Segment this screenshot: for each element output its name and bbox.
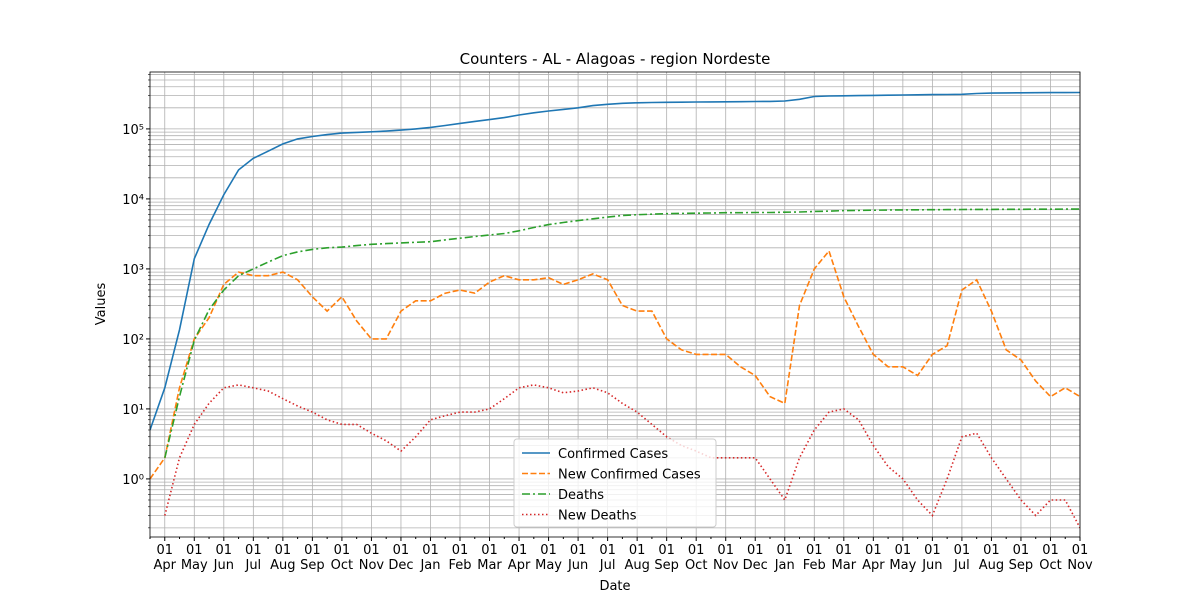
x-tick-label: 01 Oct: [1039, 543, 1062, 573]
series-line: [150, 249, 1080, 480]
series-line: [164, 384, 1080, 529]
x-tick-label: 01 Jun: [922, 543, 943, 573]
y-tick-label: 10³: [122, 263, 144, 278]
plot-frame: [149, 71, 1081, 538]
series-line: [164, 208, 1080, 458]
x-axis-label: Date: [599, 579, 630, 594]
legend-label: New Deaths: [558, 509, 637, 524]
legend-label: Confirmed Cases: [558, 447, 668, 462]
x-tick-label: 01 Feb: [448, 543, 472, 573]
x-tick-label: 01 Jul: [599, 543, 616, 573]
x-tick-label: 01 May: [889, 543, 917, 573]
x-tick-label: 01 Nov: [1067, 543, 1093, 573]
legend-label: Deaths: [558, 488, 604, 503]
x-tick-label: 01 Apr: [507, 543, 531, 573]
x-tick-label: 01 Mar: [831, 543, 857, 573]
x-tick-label: 01 Sep: [654, 543, 679, 573]
y-tick-label: 10¹: [122, 403, 144, 418]
x-tick-label: 01 Apr: [153, 543, 177, 573]
x-tick-label: 01 Nov: [713, 543, 739, 573]
legend-label: New Confirmed Cases: [558, 468, 701, 483]
chart-title: Counters - AL - Alagoas - region Nordest…: [460, 50, 771, 68]
x-tick-label: 01 Aug: [624, 543, 650, 573]
x-tick-label: 01 Dec: [388, 543, 414, 573]
x-tick-label: 01 Nov: [358, 543, 385, 573]
x-tick-label: 01 Apr: [862, 543, 885, 573]
x-tick-label: 01 Aug: [978, 543, 1005, 573]
x-tick-label: 01 Feb: [802, 543, 826, 573]
x-tick-label: 01 Sep: [1008, 543, 1034, 573]
x-tick-label: 01 Aug: [270, 543, 296, 573]
series-line: [150, 91, 1080, 431]
y-axis-label: Values: [94, 283, 109, 326]
x-tick-label: 01 May: [535, 543, 562, 573]
x-tick-label: 01 Jun: [213, 543, 234, 573]
x-tick-label: 01 Oct: [330, 543, 354, 573]
x-tick-label: 01 Jan: [420, 543, 441, 573]
x-tick-label: 01 Mar: [477, 543, 502, 573]
y-tick-label: 10⁰: [122, 473, 144, 488]
x-tick-label: 01 Jan: [774, 543, 795, 573]
x-tick-label: 01 Sep: [300, 543, 325, 573]
x-tick-label: 01 Dec: [742, 543, 768, 573]
x-tick-label: 01 Jun: [567, 543, 589, 573]
y-tick-label: 10⁴: [122, 193, 144, 208]
legend-box: [513, 438, 717, 528]
x-tick-label: 01 Jul: [953, 543, 971, 573]
x-tick-label: 01 May: [180, 543, 208, 573]
y-tick-label: 10⁵: [122, 123, 144, 138]
x-tick-label: 01 Jul: [245, 543, 262, 573]
y-tick-label: 10²: [122, 333, 144, 348]
plot-lines: [150, 91, 1080, 529]
x-tick-label: 01 Oct: [684, 543, 708, 573]
